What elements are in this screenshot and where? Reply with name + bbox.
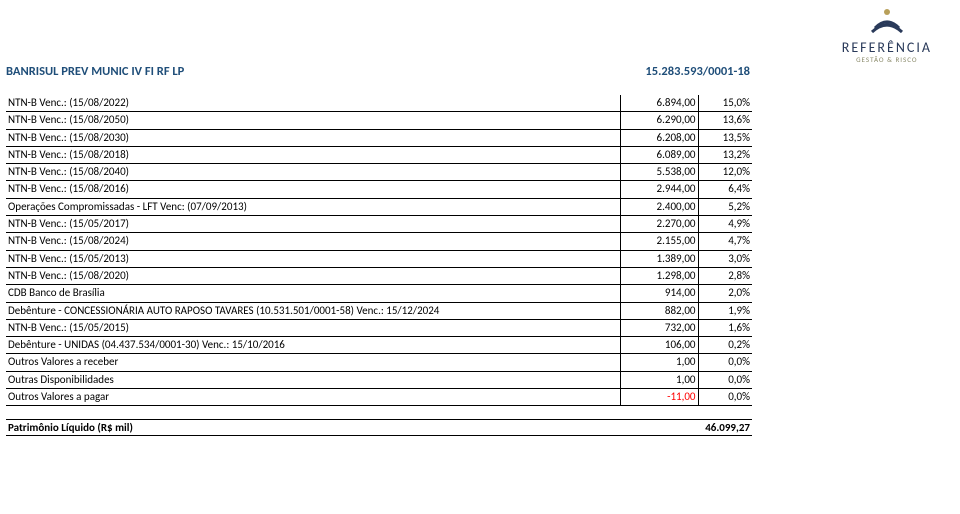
row-value: 2.270,00 <box>620 216 698 233</box>
row-percent: 1,6% <box>698 319 752 336</box>
row-percent: 0,0% <box>698 354 752 371</box>
row-percent: 13,5% <box>698 129 752 146</box>
table-row: NTN-B Venc.: (15/08/2040)5.538,0012,0% <box>6 164 752 181</box>
row-percent: 6,4% <box>698 181 752 198</box>
row-description: NTN-B Venc.: (15/05/2017) <box>6 216 620 233</box>
fund-title: BANRISUL PREV MUNIC IV FI RF LP <box>6 64 645 79</box>
row-description: NTN-B Venc.: (15/08/2050) <box>6 112 620 129</box>
row-percent: 4,7% <box>698 233 752 250</box>
row-percent: 4,9% <box>698 216 752 233</box>
row-value: 2.155,00 <box>620 233 698 250</box>
row-description: Outras Disponibilidades <box>6 371 620 388</box>
fund-header: BANRISUL PREV MUNIC IV FI RF LP 15.283.5… <box>6 64 752 79</box>
row-description: NTN-B Venc.: (15/05/2013) <box>6 250 620 267</box>
row-value: 914,00 <box>620 285 698 302</box>
row-value: 732,00 <box>620 319 698 336</box>
row-value: 6.208,00 <box>620 129 698 146</box>
table-row: NTN-B Venc.: (15/08/2022)6.894,0015,0% <box>6 95 752 112</box>
table-row: NTN-B Venc.: (15/08/2024)2.155,004,7% <box>6 233 752 250</box>
table-row: Debênture - CONCESSIONÁRIA AUTO RAPOSO T… <box>6 302 752 319</box>
row-description: NTN-B Venc.: (15/08/2020) <box>6 267 620 284</box>
row-description: NTN-B Venc.: (15/08/2024) <box>6 233 620 250</box>
row-value: 882,00 <box>620 302 698 319</box>
row-percent: 13,2% <box>698 146 752 163</box>
row-description: NTN-B Venc.: (15/08/2016) <box>6 181 620 198</box>
row-value: 6.290,00 <box>620 112 698 129</box>
table-row: NTN-B Venc.: (15/05/2015)732,001,6% <box>6 319 752 336</box>
row-description: CDB Banco de Brasília <box>6 285 620 302</box>
row-description: Outros Valores a pagar <box>6 389 620 406</box>
table-row: NTN-B Venc.: (15/08/2016)2.944,006,4% <box>6 181 752 198</box>
row-description: Outros Valores a receber <box>6 354 620 371</box>
row-value: 1,00 <box>620 371 698 388</box>
brand-logo-block: REFERÊNCIA GESTÃO & RISCO <box>842 8 932 64</box>
document-content: BANRISUL PREV MUNIC IV FI RF LP 15.283.5… <box>6 64 752 436</box>
table-row: NTN-B Venc.: (15/05/2013)1.389,003,0% <box>6 250 752 267</box>
row-percent: 3,0% <box>698 250 752 267</box>
holdings-table: NTN-B Venc.: (15/08/2022)6.894,0015,0%NT… <box>6 95 752 406</box>
row-value: 2.400,00 <box>620 198 698 215</box>
row-percent: 2,0% <box>698 285 752 302</box>
row-value: 6.089,00 <box>620 146 698 163</box>
table-row: Outros Valores a receber1,000,0% <box>6 354 752 371</box>
row-value: 5.538,00 <box>620 164 698 181</box>
table-row: NTN-B Venc.: (15/08/2020)1.298,002,8% <box>6 267 752 284</box>
row-value: 106,00 <box>620 337 698 354</box>
row-value: 2.944,00 <box>620 181 698 198</box>
row-percent: 0,2% <box>698 337 752 354</box>
net-worth-label: Patrimônio Líquido (R$ mil) <box>6 420 620 436</box>
row-value: 1,00 <box>620 354 698 371</box>
row-percent: 0,0% <box>698 389 752 406</box>
table-row: Operações Compromissadas - LFT Venc: (07… <box>6 198 752 215</box>
brand-icon <box>869 8 905 34</box>
brand-name: REFERÊNCIA <box>842 39 932 56</box>
row-description: NTN-B Venc.: (15/08/2030) <box>6 129 620 146</box>
row-percent: 2,8% <box>698 267 752 284</box>
row-value: 6.894,00 <box>620 95 698 112</box>
table-row: NTN-B Venc.: (15/08/2030)6.208,0013,5% <box>6 129 752 146</box>
row-description: Debênture - CONCESSIONÁRIA AUTO RAPOSO T… <box>6 302 620 319</box>
net-worth-value: 46.099,27 <box>620 420 752 436</box>
row-percent: 13,6% <box>698 112 752 129</box>
table-row: Outros Valores a pagar-11,000,0% <box>6 389 752 406</box>
row-description: Debênture - UNIDAS (04.437.534/0001-30) … <box>6 337 620 354</box>
table-row: NTN-B Venc.: (15/08/2018)6.089,0013,2% <box>6 146 752 163</box>
row-description: NTN-B Venc.: (15/08/2022) <box>6 95 620 112</box>
row-percent: 1,9% <box>698 302 752 319</box>
row-percent: 5,2% <box>698 198 752 215</box>
table-row: NTN-B Venc.: (15/05/2017)2.270,004,9% <box>6 216 752 233</box>
row-description: NTN-B Venc.: (15/08/2040) <box>6 164 620 181</box>
fund-code: 15.283.593/0001-18 <box>645 64 752 79</box>
row-percent: 12,0% <box>698 164 752 181</box>
row-description: NTN-B Venc.: (15/05/2015) <box>6 319 620 336</box>
row-description: Operações Compromissadas - LFT Venc: (07… <box>6 198 620 215</box>
net-worth-row: Patrimônio Líquido (R$ mil) 46.099,27 <box>6 420 752 436</box>
footer-table: Patrimônio Líquido (R$ mil) 46.099,27 <box>6 419 752 436</box>
row-percent: 0,0% <box>698 371 752 388</box>
table-row: CDB Banco de Brasília914,002,0% <box>6 285 752 302</box>
row-value: 1.298,00 <box>620 267 698 284</box>
row-value: -11,00 <box>620 389 698 406</box>
row-percent: 15,0% <box>698 95 752 112</box>
row-description: NTN-B Venc.: (15/08/2018) <box>6 146 620 163</box>
row-value: 1.389,00 <box>620 250 698 267</box>
table-row: Debênture - UNIDAS (04.437.534/0001-30) … <box>6 337 752 354</box>
brand-tagline: GESTÃO & RISCO <box>842 55 932 64</box>
table-row: Outras Disponibilidades1,000,0% <box>6 371 752 388</box>
table-row: NTN-B Venc.: (15/08/2050)6.290,0013,6% <box>6 112 752 129</box>
